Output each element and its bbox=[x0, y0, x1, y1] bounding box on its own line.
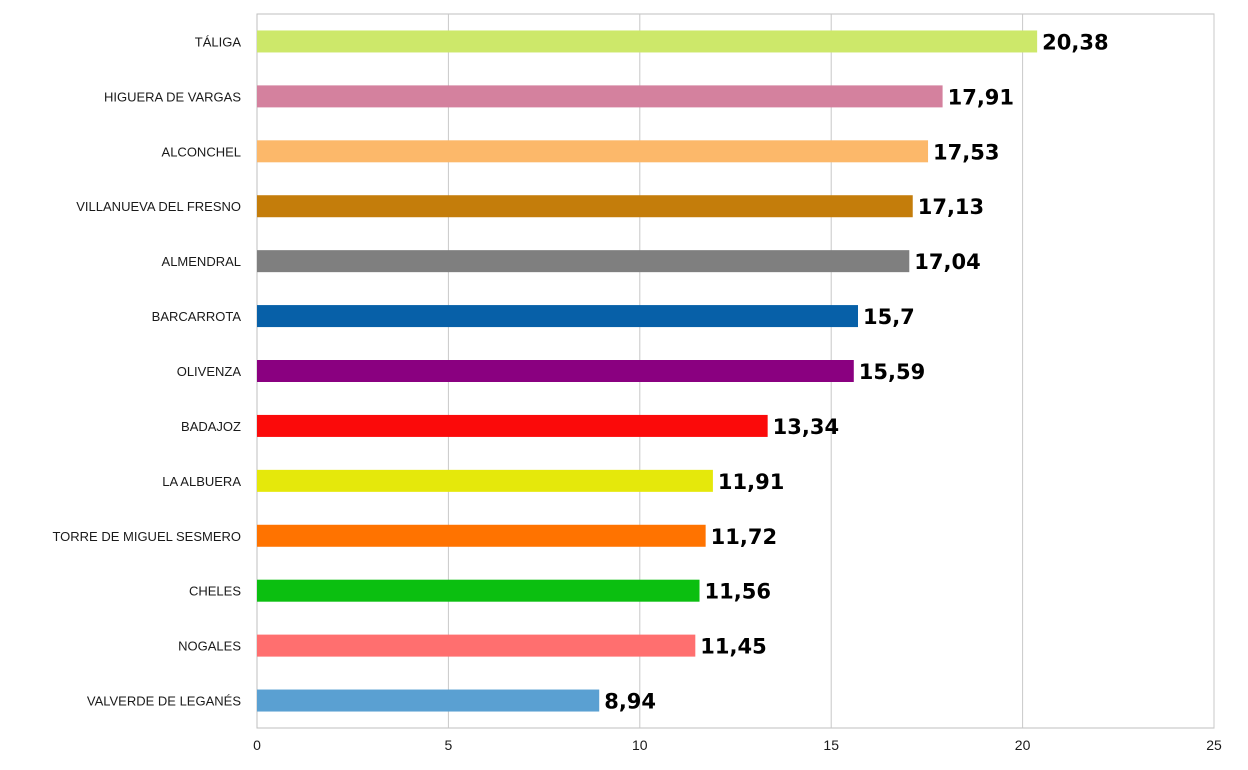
category-label: NOGALES bbox=[178, 639, 241, 654]
x-axis-ticks: 0 5 10 15 20 25 bbox=[253, 737, 1222, 753]
bar bbox=[257, 689, 600, 712]
data-label: 17,91 bbox=[948, 85, 1014, 109]
data-label: 11,91 bbox=[718, 470, 784, 494]
data-label: 13,34 bbox=[773, 415, 839, 439]
data-label: 20,38 bbox=[1042, 30, 1108, 54]
x-tick-label: 10 bbox=[632, 737, 648, 753]
x-tick-label: 25 bbox=[1206, 737, 1222, 753]
gridlines bbox=[256, 13, 1215, 729]
category-label: ALMENDRAL bbox=[162, 254, 241, 269]
data-label: 15,7 bbox=[863, 305, 915, 329]
x-tick-label: 15 bbox=[823, 737, 839, 753]
bar bbox=[257, 85, 943, 108]
data-label: 11,56 bbox=[705, 580, 771, 604]
bar bbox=[257, 305, 858, 328]
x-tick-label: 20 bbox=[1015, 737, 1031, 753]
category-label: TORRE DE MIGUEL SESMERO bbox=[52, 529, 241, 544]
value-labels: 20,38 17,91 17,53 17,13 17,04 15,7 15,59 13,34 1… bbox=[604, 30, 1108, 713]
category-label: ALCONCHEL bbox=[162, 144, 241, 159]
category-label: VILLANUEVA DEL FRESNO bbox=[76, 199, 241, 214]
bar bbox=[257, 30, 1038, 53]
bars bbox=[257, 30, 1038, 712]
bar bbox=[257, 634, 696, 657]
category-label: TÁLIGA bbox=[195, 34, 242, 49]
bar bbox=[257, 250, 910, 273]
bar bbox=[257, 469, 713, 492]
data-label: 15,59 bbox=[859, 360, 925, 384]
data-label: 17,13 bbox=[918, 195, 984, 219]
category-labels: TÁLIGA HIGUERA DE VARGAS ALCONCHEL VILLANUE… bbox=[52, 34, 241, 708]
category-label: OLIVENZA bbox=[177, 364, 242, 379]
data-label: 11,45 bbox=[700, 635, 766, 659]
x-tick-label: 0 bbox=[253, 737, 261, 753]
category-label: HIGUERA DE VARGAS bbox=[104, 89, 241, 104]
category-label: BADAJOZ bbox=[181, 419, 241, 434]
data-label: 11,72 bbox=[711, 525, 777, 549]
x-tick-label: 5 bbox=[445, 737, 453, 753]
data-label: 17,53 bbox=[933, 140, 999, 164]
bar bbox=[257, 524, 706, 547]
category-label: CHELES bbox=[189, 584, 241, 599]
bar bbox=[257, 140, 929, 163]
data-label: 8,94 bbox=[604, 690, 656, 714]
bar bbox=[257, 360, 854, 382]
bar bbox=[257, 579, 700, 602]
bar bbox=[257, 414, 768, 437]
category-label: VALVERDE DE LEGANÉS bbox=[87, 694, 241, 709]
category-label: BARCARROTA bbox=[152, 309, 242, 324]
bar bbox=[257, 195, 913, 218]
category-label: LA ALBUERA bbox=[162, 474, 241, 489]
data-label: 17,04 bbox=[914, 250, 980, 274]
